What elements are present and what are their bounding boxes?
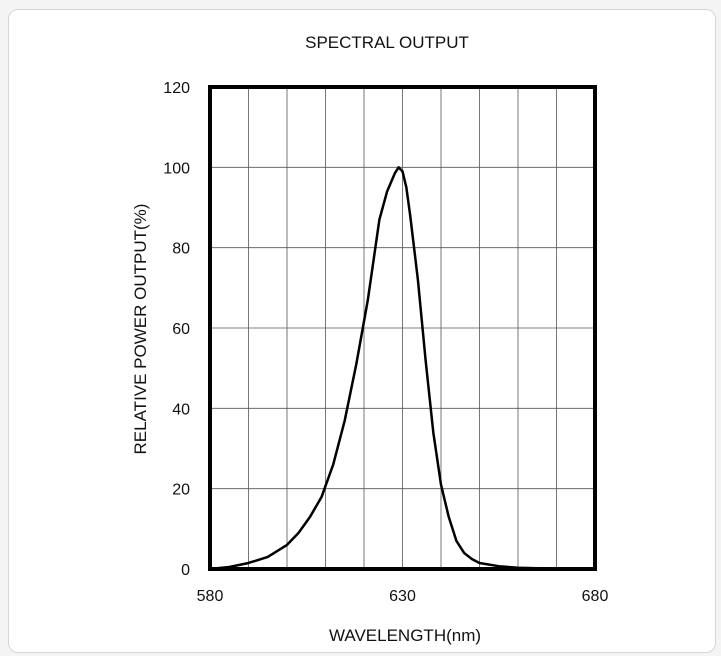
plot-frame <box>208 85 597 571</box>
y-tick-label: 0 <box>181 562 190 579</box>
chart-title: SPECTRAL OUTPUT <box>305 33 469 52</box>
x-tick-labels: 580 630 680 <box>197 588 609 605</box>
y-tick-labels: 0 20 40 60 80 100 120 <box>163 80 190 579</box>
y-tick-label: 80 <box>172 241 190 258</box>
spectrum-line <box>209 166 595 571</box>
x-axis-label: WAVELENGTH(nm) <box>329 626 481 645</box>
y-tick-label: 20 <box>172 482 190 499</box>
y-tick-label: 60 <box>172 321 190 338</box>
grid-lines <box>210 87 595 569</box>
x-tick-label: 580 <box>197 588 224 605</box>
x-tick-label: 680 <box>582 588 609 605</box>
y-tick-label: 100 <box>163 160 190 177</box>
y-tick-label: 120 <box>163 80 190 97</box>
y-axis-label: RELATIVE POWER OUTPUT(%) <box>131 204 150 455</box>
y-tick-label: 40 <box>172 401 190 418</box>
x-tick-label: 630 <box>389 588 416 605</box>
